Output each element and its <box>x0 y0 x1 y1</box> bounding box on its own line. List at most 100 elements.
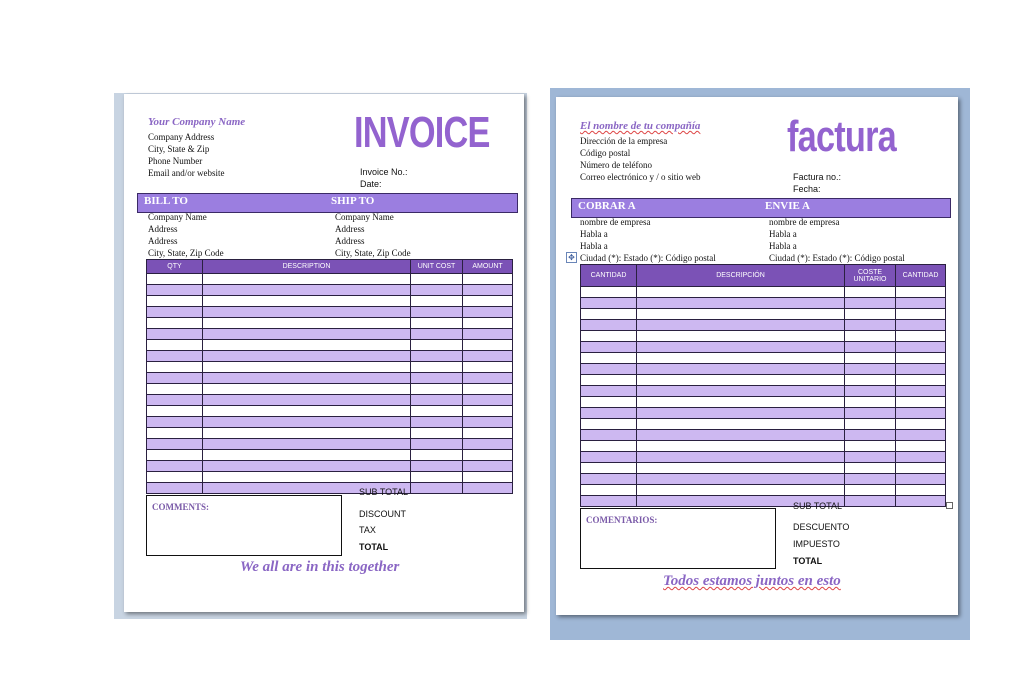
table-cell[interactable] <box>462 306 513 318</box>
table-cell[interactable] <box>462 350 513 362</box>
table-cell[interactable] <box>844 330 896 342</box>
table-cell[interactable] <box>146 438 203 450</box>
table-cell[interactable] <box>146 416 203 428</box>
table-cell[interactable] <box>636 286 845 298</box>
table-cell[interactable] <box>462 471 513 483</box>
table-cell[interactable] <box>580 429 637 441</box>
table-cell[interactable] <box>410 449 463 461</box>
table-cell[interactable] <box>636 407 845 419</box>
table-cell[interactable] <box>895 462 946 474</box>
table-cell[interactable] <box>844 308 896 320</box>
table-cell[interactable] <box>202 405 411 417</box>
table-cell[interactable] <box>462 416 513 428</box>
table-cell[interactable] <box>636 429 845 441</box>
table-cell[interactable] <box>202 471 411 483</box>
move-handle-icon[interactable]: ✥ <box>566 252 577 263</box>
table-cell[interactable] <box>462 427 513 439</box>
table-cell[interactable] <box>202 438 411 450</box>
table-cell[interactable] <box>580 495 637 507</box>
table-cell[interactable] <box>895 319 946 331</box>
table-cell[interactable] <box>146 372 203 384</box>
table-cell[interactable] <box>844 418 896 430</box>
comments-box[interactable]: COMMENTS: <box>146 495 342 556</box>
table-cell[interactable] <box>895 385 946 397</box>
table-cell[interactable] <box>202 284 411 296</box>
table-cell[interactable] <box>636 297 845 309</box>
table-cell[interactable] <box>202 339 411 351</box>
table-cell[interactable] <box>636 352 845 364</box>
table-cell[interactable] <box>580 308 637 320</box>
table-cell[interactable] <box>895 396 946 408</box>
table-cell[interactable] <box>580 385 637 397</box>
table-cell[interactable] <box>462 449 513 461</box>
table-cell[interactable] <box>636 418 845 430</box>
table-cell[interactable] <box>636 462 845 474</box>
table-cell[interactable] <box>410 405 463 417</box>
table-cell[interactable] <box>844 495 896 507</box>
table-cell[interactable] <box>410 350 463 362</box>
table-cell[interactable] <box>410 328 463 340</box>
table-cell[interactable] <box>895 440 946 452</box>
table-cell[interactable] <box>895 495 946 507</box>
table-cell[interactable] <box>580 396 637 408</box>
table-cell[interactable] <box>580 462 637 474</box>
table-cell[interactable] <box>202 383 411 395</box>
table-cell[interactable] <box>844 484 896 496</box>
table-cell[interactable] <box>202 449 411 461</box>
table-cell[interactable] <box>636 363 845 375</box>
table-cell[interactable] <box>146 339 203 351</box>
table-cell[interactable] <box>844 473 896 485</box>
table-cell[interactable] <box>895 407 946 419</box>
table-cell[interactable] <box>895 297 946 309</box>
table-cell[interactable] <box>580 374 637 386</box>
table-cell[interactable] <box>636 308 845 320</box>
comments-box[interactable]: COMENTARIOS: <box>580 508 776 569</box>
table-cell[interactable] <box>146 460 203 472</box>
table-cell[interactable] <box>462 394 513 406</box>
table-cell[interactable] <box>580 330 637 342</box>
table-cell[interactable] <box>462 339 513 351</box>
table-cell[interactable] <box>202 306 411 318</box>
table-cell[interactable] <box>462 273 513 285</box>
table-cell[interactable] <box>580 319 637 331</box>
table-cell[interactable] <box>636 319 845 331</box>
table-cell[interactable] <box>636 385 845 397</box>
table-cell[interactable] <box>410 438 463 450</box>
table-cell[interactable] <box>146 295 203 307</box>
table-cell[interactable] <box>895 286 946 298</box>
table-cell[interactable] <box>146 471 203 483</box>
table-cell[interactable] <box>844 286 896 298</box>
table-cell[interactable] <box>636 451 845 463</box>
table-cell[interactable] <box>636 396 845 408</box>
table-cell[interactable] <box>410 460 463 472</box>
table-cell[interactable] <box>202 273 411 285</box>
table-cell[interactable] <box>895 451 946 463</box>
table-cell[interactable] <box>146 317 203 329</box>
table-cell[interactable] <box>844 451 896 463</box>
table-cell[interactable] <box>462 438 513 450</box>
table-cell[interactable] <box>462 361 513 373</box>
table-cell[interactable] <box>410 482 463 494</box>
table-cell[interactable] <box>580 407 637 419</box>
table-cell[interactable] <box>580 440 637 452</box>
table-cell[interactable] <box>410 416 463 428</box>
table-cell[interactable] <box>202 295 411 307</box>
table-cell[interactable] <box>844 407 896 419</box>
table-cell[interactable] <box>844 352 896 364</box>
table-cell[interactable] <box>580 484 637 496</box>
table-cell[interactable] <box>146 427 203 439</box>
table-cell[interactable] <box>636 440 845 452</box>
table-cell[interactable] <box>462 317 513 329</box>
table-cell[interactable] <box>895 352 946 364</box>
table-cell[interactable] <box>844 462 896 474</box>
table-cell[interactable] <box>462 328 513 340</box>
table-cell[interactable] <box>462 383 513 395</box>
table-cell[interactable] <box>844 297 896 309</box>
table-cell[interactable] <box>844 429 896 441</box>
table-resize-handle[interactable] <box>946 502 953 509</box>
table-cell[interactable] <box>410 427 463 439</box>
table-cell[interactable] <box>146 306 203 318</box>
table-cell[interactable] <box>462 460 513 472</box>
table-cell[interactable] <box>895 330 946 342</box>
table-cell[interactable] <box>580 286 637 298</box>
